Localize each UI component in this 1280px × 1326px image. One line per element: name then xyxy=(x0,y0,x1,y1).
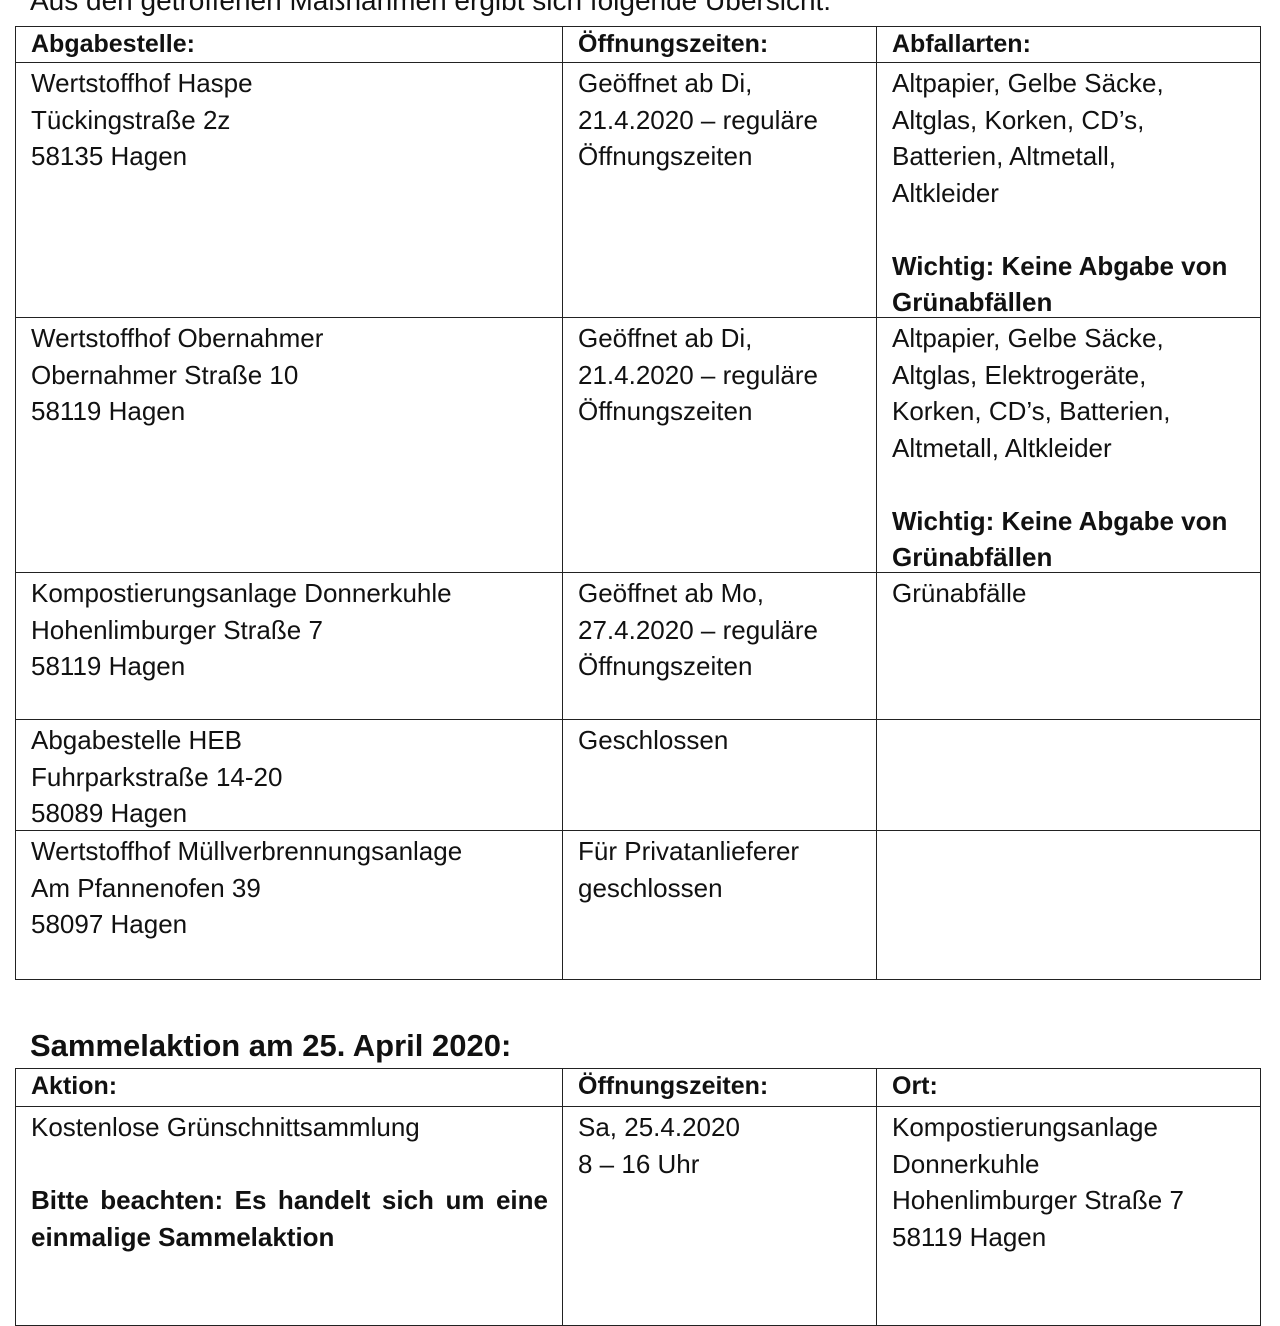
cell-line: Geöffnet ab Di, xyxy=(578,323,753,353)
cell-line: Tückingstraße 2z xyxy=(31,104,231,135)
header-cell: Abgabestelle: xyxy=(15,26,563,63)
cell-line: Donnerkuhle xyxy=(892,1148,1040,1179)
header-cell: Abfallarten: xyxy=(876,26,1261,63)
waste-cell xyxy=(876,830,1261,980)
place-cell: Abgabestelle HEB Fuhrparkstraße 14-20 5808… xyxy=(15,719,563,831)
header-cell: Aktion: xyxy=(15,1068,563,1107)
cell-line: Kompostierungsanlage xyxy=(892,1112,1158,1142)
cell-line: Obernahmer Straße 10 xyxy=(31,359,299,390)
cell-line: 58119 Hagen xyxy=(31,651,186,681)
hours-cell: Geöffnet ab Di, 21.4.2020 – reguläre Öffnu… xyxy=(562,62,877,318)
cell-line: Hohenlimburger Straße 7 xyxy=(892,1185,1184,1215)
cell-line: 58119 Hagen xyxy=(892,1221,1047,1252)
cell-line: 8 – 16 Uhr xyxy=(578,1148,700,1179)
cell-line: 58097 Hagen xyxy=(31,909,188,939)
place-cell: Wertstoffhof Müllverbrennungsanlage Am Pf… xyxy=(15,830,563,980)
cell-line: Sa, 25.4.2020 xyxy=(578,1112,740,1142)
hours-cell: Geöffnet ab Mo, 27.4.2020 – reguläre Öffnu… xyxy=(562,572,877,720)
cell-line: Wertstoffhof Obernahmer xyxy=(31,323,324,353)
place-cell: Wertstoffhof Haspe Tückingstraße 2z 58135 … xyxy=(15,62,563,318)
cell-line: Altmetall, Altkleider xyxy=(892,432,1112,463)
cell-line: Öffnungszeiten xyxy=(578,396,753,426)
section-title: Sammelaktion am 25. April 2020: xyxy=(30,1028,512,1063)
waste-cell: Altpapier, Gelbe Säcke, Altglas, Korken, … xyxy=(876,62,1261,318)
cell-line: geschlossen xyxy=(578,872,723,903)
cell-line: Altpapier, Gelbe Säcke, xyxy=(892,323,1164,353)
cell-line: Geschlossen xyxy=(578,725,729,755)
note-line: Grünabfällen xyxy=(892,287,1053,317)
note-line: Grünabfällen xyxy=(892,542,1053,572)
cell-line: 58119 Hagen xyxy=(31,396,186,426)
note-line: einmalige Sammelaktion xyxy=(31,1221,335,1252)
place-cell: Kompostierungsanlage Donnerkuhle Hohenlimb… xyxy=(876,1106,1261,1326)
place-cell: Wertstoffhof Obernahmer Obernahmer Straße… xyxy=(15,317,563,573)
cell-line: 21.4.2020 – reguläre xyxy=(578,104,818,135)
cell-line: 58135 Hagen xyxy=(31,141,188,171)
cell-line: Geöffnet ab Di, xyxy=(578,68,753,98)
header-cell: Ort: xyxy=(876,1068,1261,1107)
cell-line: Grünabfälle xyxy=(892,578,1027,608)
cell-line: Altpapier, Gelbe Säcke, xyxy=(892,68,1164,98)
note-line: Wichtig: Keine Abgabe von xyxy=(892,505,1228,536)
hours-cell: Geöffnet ab Di, 21.4.2020 – reguläre Öffnu… xyxy=(562,317,877,573)
cell-line: Abgabestelle HEB xyxy=(31,725,243,755)
cell-line: Öffnungszeiten xyxy=(578,651,753,681)
hours-cell: Geschlossen xyxy=(562,719,877,831)
header-cell: Öffnungszeiten: xyxy=(562,26,877,63)
cell-line: Hohenlimburger Straße 7 xyxy=(31,614,323,645)
cell-line: 27.4.2020 – reguläre xyxy=(578,614,818,645)
cell-line: Wertstoffhof Müllverbrennungsanlage xyxy=(31,836,463,866)
hours-cell: Sa, 25.4.2020 8 – 16 Uhr xyxy=(562,1106,877,1326)
waste-cell: Grünabfälle xyxy=(876,572,1261,720)
cell-line: Öffnungszeiten xyxy=(578,141,753,171)
cell-line: Kostenlose Grünschnittsammlung xyxy=(31,1112,420,1142)
hours-cell: Für Privatanlieferer geschlossen xyxy=(562,830,877,980)
cell-line: Korken, CD’s, Batterien, xyxy=(892,396,1171,426)
header-cell: Öffnungszeiten: xyxy=(562,1068,877,1107)
cell-line: 58089 Hagen xyxy=(31,798,188,828)
waste-cell: Altpapier, Gelbe Säcke, Altglas, Elektrog… xyxy=(876,317,1261,573)
cell-line: Altkleider xyxy=(892,177,999,208)
cell-line: Fuhrparkstraße 14-20 xyxy=(31,761,283,792)
cell-line: Geöffnet ab Mo, xyxy=(578,578,764,608)
page: Aus den getroffenen Maßnahmen ergibt sic… xyxy=(15,0,1261,1326)
cell-line: Wertstoffhof Haspe xyxy=(31,68,253,98)
intro-text: Aus den getroffenen Maßnahmen ergibt sic… xyxy=(30,0,832,16)
note-line: Bitte beachten: Es handelt sich um eine xyxy=(31,1185,548,1215)
cell-line: 21.4.2020 – reguläre xyxy=(578,359,818,390)
note-line: Wichtig: Keine Abgabe von xyxy=(892,250,1228,281)
cell-line: Altglas, Elektrogeräte, xyxy=(892,359,1147,390)
cell-line: Batterien, Altmetall, xyxy=(892,141,1116,171)
cell-line: Altglas, Korken, CD’s, xyxy=(892,104,1145,135)
cell-line: Für Privatanlieferer xyxy=(578,836,800,866)
place-cell: Kompostierungsanlage Donnerkuhle Hohenlim… xyxy=(15,572,563,720)
cell-line: Kompostierungsanlage Donnerkuhle xyxy=(31,578,452,608)
cell-line: Am Pfannenofen 39 xyxy=(31,872,261,903)
action-cell: Kostenlose Grünschnittsammlung Bitte beac… xyxy=(15,1106,563,1326)
waste-cell xyxy=(876,719,1261,831)
